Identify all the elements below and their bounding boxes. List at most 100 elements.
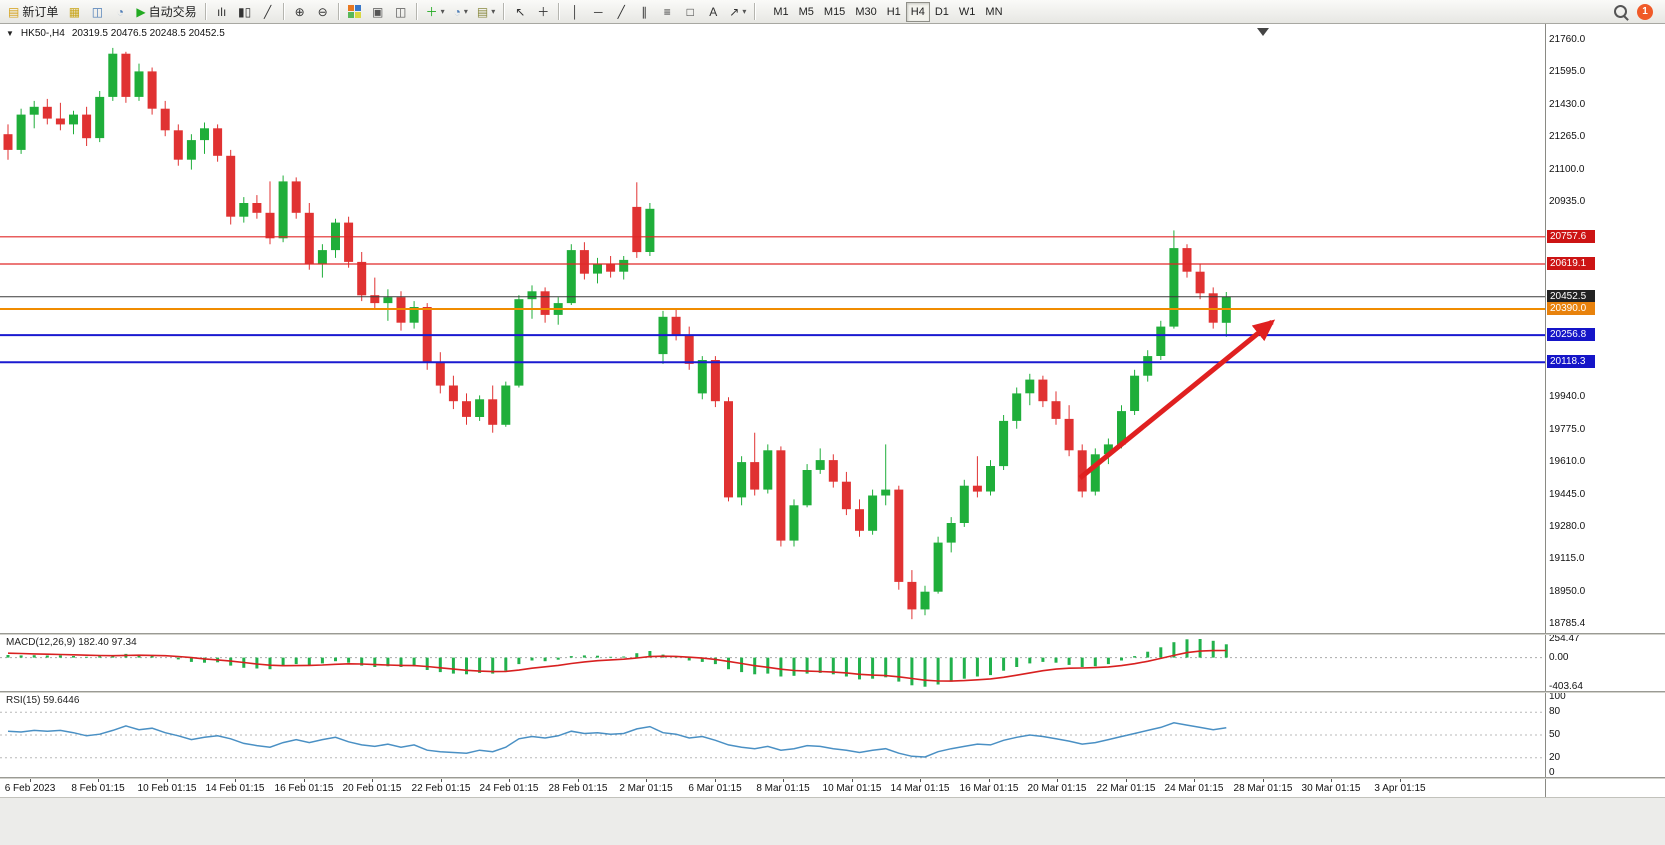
price-tag: 20757.6 bbox=[1547, 229, 1595, 243]
candle-body bbox=[304, 212, 314, 264]
panel-separator[interactable] bbox=[0, 777, 1665, 779]
new-chart-button[interactable]: ＋ ▾ bbox=[422, 2, 449, 22]
candle-body bbox=[802, 470, 812, 506]
timeframe-w1-button[interactable]: W1 bbox=[954, 2, 981, 22]
toolbar-separator bbox=[282, 3, 285, 20]
time-axis-label: 14 Mar 01:15 bbox=[890, 783, 950, 794]
price-tag: 20118.3 bbox=[1547, 355, 1595, 369]
panel-separator[interactable] bbox=[0, 691, 1665, 693]
macd-indicator-label: MACD(12,26,9) 182.40 97.34 bbox=[6, 637, 137, 648]
toolbar-separator bbox=[415, 3, 418, 20]
time-axis-label: 8 Mar 01:15 bbox=[756, 783, 810, 794]
time-axis-label: 16 Mar 01:15 bbox=[959, 783, 1019, 794]
tile-vertical-button[interactable]: ◫ bbox=[390, 2, 412, 22]
bar-chart-type-button[interactable]: ılı bbox=[211, 2, 233, 22]
time-axis-label: 22 Feb 01:15 bbox=[411, 783, 471, 794]
line-chart-type-button[interactable]: ╱ bbox=[257, 2, 279, 22]
notification-badge[interactable]: 1 bbox=[1637, 3, 1653, 20]
cascade-windows-icon: ▣ bbox=[371, 4, 384, 19]
candle-body bbox=[213, 128, 223, 156]
timeframe-toolbar: M1 M5 M15 M30 H1 H4 D1 W1 MN bbox=[768, 1, 1007, 22]
macd-panel[interactable] bbox=[0, 635, 1545, 691]
rsi-axis-label: 100 bbox=[1549, 691, 1566, 702]
macd-histogram bbox=[6, 639, 1228, 687]
candlestick-series bbox=[3, 47, 1231, 620]
rsi-axis-label: 0 bbox=[1549, 767, 1555, 778]
status-bar-area bbox=[0, 797, 1665, 845]
channel-tool-button[interactable]: ∥ bbox=[633, 2, 655, 22]
trend-arrow-annotation[interactable] bbox=[1078, 319, 1276, 480]
fibonacci-tool-button[interactable]: ≡ bbox=[656, 2, 678, 22]
rsi-axis-label: 20 bbox=[1549, 751, 1561, 763]
price-axis[interactable]: 21760.0 21595.0 21430.0 21265.0 21100.0 20935… bbox=[1546, 24, 1664, 633]
collapse-chart-icon[interactable]: ▼ bbox=[6, 29, 14, 38]
shapes-tool-button[interactable]: □ bbox=[679, 2, 701, 22]
auto-trading-button-label: 自动交易 bbox=[148, 5, 197, 19]
new-order-button[interactable]: ▤ 新订单 bbox=[4, 2, 62, 22]
cursor-tool-icon: ↖ bbox=[515, 4, 526, 19]
cascade-windows-button[interactable]: ▣ bbox=[367, 2, 389, 22]
time-axis-tick bbox=[1400, 779, 1401, 782]
time-axis-label: 22 Mar 01:15 bbox=[1096, 783, 1156, 794]
candle-body bbox=[540, 291, 550, 315]
tile-windows-button[interactable] bbox=[344, 2, 366, 22]
candle-body bbox=[593, 263, 602, 274]
timeframe-m15-button[interactable]: M15 bbox=[819, 2, 850, 22]
candle-body bbox=[108, 53, 118, 97]
timeframe-mn-button[interactable]: MN bbox=[980, 2, 1007, 22]
time-axis-tick bbox=[441, 779, 442, 782]
timeframe-d1-button[interactable]: D1 bbox=[930, 2, 954, 22]
toolbar-button-group: ▤ 新订单 ▦ ◫ ◔ ▶ 自动交易 ılı ▮▯ ╱ ⊕ ⊖ ▣ ◫ ＋ ▾ ◔ ▾ ▤ ▾ ↖ ＋ │ ─ ╱ ∥ ≡ □ A ↗ ▾ bbox=[4, 2, 759, 22]
candle-body bbox=[1195, 271, 1205, 294]
period-button[interactable]: ◔ ▾ bbox=[450, 2, 472, 22]
macd-values: 182.40 97.34 bbox=[78, 637, 137, 648]
candle-body bbox=[763, 450, 773, 490]
timeframe-h4-button[interactable]: H4 bbox=[905, 1, 930, 22]
cursor-tool-button[interactable]: ↖ bbox=[509, 2, 531, 22]
candlestick-chart-type-button[interactable]: ▮▯ bbox=[234, 2, 256, 22]
price-chart-plot[interactable] bbox=[0, 24, 1545, 633]
timeframe-m1-button[interactable]: M1 bbox=[768, 2, 793, 22]
candle-body bbox=[1182, 248, 1192, 272]
ohlc-values: 20319.5 20476.5 20248.5 20452.5 bbox=[71, 28, 225, 39]
chart-shift-marker[interactable] bbox=[1257, 28, 1269, 36]
candle-body bbox=[1025, 379, 1035, 394]
text-tool-button[interactable]: A bbox=[702, 2, 724, 22]
candle-body bbox=[1090, 454, 1100, 492]
time-axis-tick bbox=[646, 779, 647, 782]
candle-body bbox=[1169, 248, 1179, 327]
time-axis[interactable]: 6 Feb 2023 8 Feb 01:15 10 Feb 01:15 14 Feb … bbox=[0, 779, 1545, 797]
crosshair-tool-button[interactable]: ＋ bbox=[532, 2, 554, 22]
macd-axis-label: 254.47 bbox=[1549, 633, 1580, 644]
time-axis-label: 20 Feb 01:15 bbox=[342, 783, 402, 794]
candle-body bbox=[933, 542, 943, 592]
horizontal-line-tool-button[interactable]: ─ bbox=[587, 2, 609, 22]
candle-body bbox=[200, 128, 209, 141]
arrows-tool-button[interactable]: ↗ ▾ bbox=[725, 2, 750, 22]
candle-body bbox=[972, 485, 982, 492]
template-button[interactable]: ▤ ▾ bbox=[473, 2, 499, 22]
auto-trading-button[interactable]: ▶ 自动交易 bbox=[132, 2, 200, 22]
panel-separator[interactable] bbox=[0, 633, 1665, 635]
zoom-out-button[interactable]: ⊖ bbox=[312, 2, 334, 22]
candle-body bbox=[671, 316, 681, 335]
market-watch-button[interactable]: ▦ bbox=[63, 2, 85, 22]
price-axis-label: 18950.0 bbox=[1549, 585, 1586, 597]
vertical-line-tool-button[interactable]: │ bbox=[564, 2, 586, 22]
navigator-button[interactable]: ◔ bbox=[109, 2, 131, 22]
timeframe-m30-button[interactable]: M30 bbox=[850, 2, 881, 22]
rsi-panel[interactable] bbox=[0, 693, 1545, 777]
candle-body bbox=[920, 591, 930, 610]
candle-body bbox=[566, 250, 576, 304]
candle-body bbox=[291, 181, 301, 213]
timeframe-m5-button[interactable]: M5 bbox=[794, 2, 819, 22]
trendline-tool-button[interactable]: ╱ bbox=[610, 2, 632, 22]
search-icon[interactable] bbox=[1614, 5, 1627, 18]
candle-body bbox=[710, 360, 720, 402]
candle-body bbox=[606, 263, 616, 272]
zoom-in-button[interactable]: ⊕ bbox=[289, 2, 311, 22]
data-window-button[interactable]: ◫ bbox=[86, 2, 108, 22]
timeframe-h1-button[interactable]: H1 bbox=[882, 2, 906, 22]
candle-body bbox=[278, 181, 288, 239]
tile-vertical-icon: ◫ bbox=[394, 4, 407, 19]
